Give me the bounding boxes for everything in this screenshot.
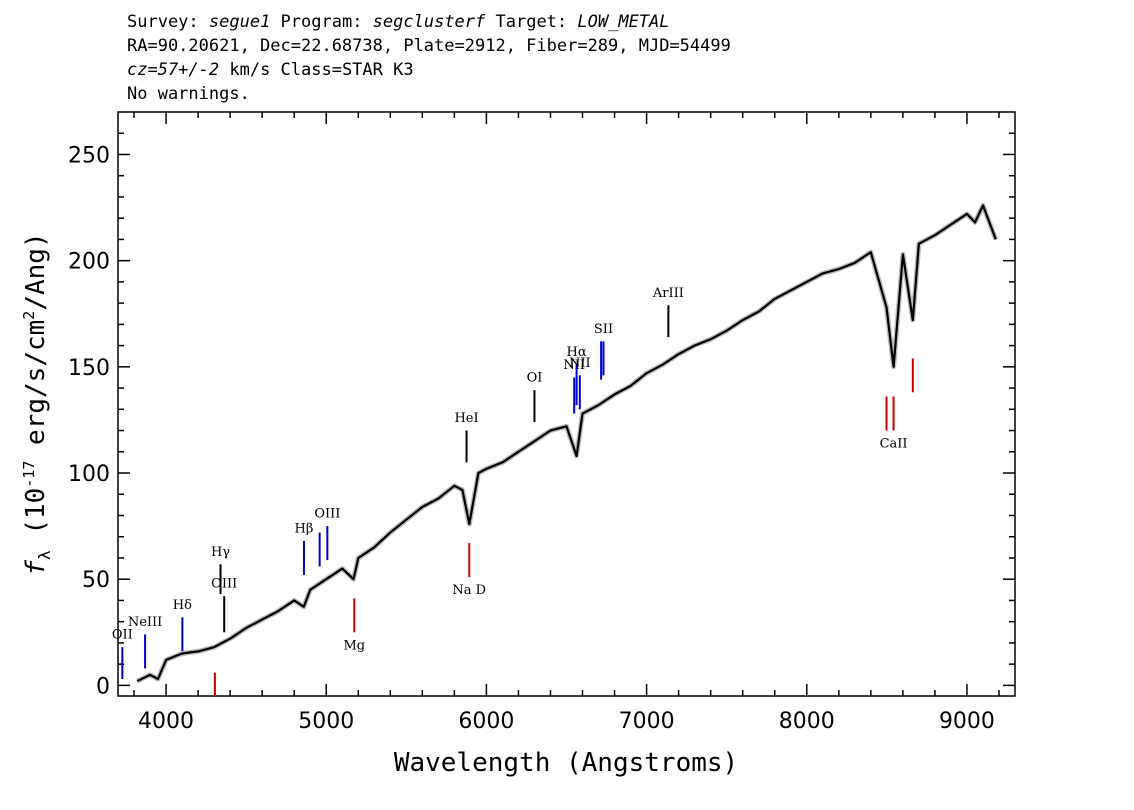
line-marker-label: Hγ [211,545,230,560]
x-axis-title: Wavelength (Angstroms) [394,748,738,778]
line-marker-label: ArIII [652,286,684,301]
line-marker-label: Na D [452,583,486,598]
line-marker-label: NeIII [128,615,162,630]
y-tick-label: 150 [68,356,110,381]
line-marker-label: Hα [567,345,587,360]
program-value: segclusterf [372,12,486,32]
x-tick-label: 4000 [138,709,194,734]
y-tick-label: 100 [68,462,110,487]
header-line-2: RA=90.20621, Dec=22.68738, Plate=2912, F… [127,36,731,56]
line-marker-label: OII [112,628,133,643]
y-tick-label: 50 [82,568,110,593]
line-marker-label: SII [594,322,613,337]
y-tick-label: 200 [68,250,110,275]
header-line-1: Survey: segue1 Program: segclusterf Targ… [127,10,731,34]
x-tick-label: 9000 [939,709,995,734]
line-marker-label: Hβ [295,521,314,536]
line-marker-label: NII [569,356,591,371]
line-marker-label: NII [563,358,585,373]
line-marker-label: HeI [454,411,478,426]
target-value: LOW_METAL [577,12,670,32]
redshift-value: cz=57+/-2 [127,60,220,80]
tick-labels: 4000 5000 6000 7000 8000 9000 0 50 100 150 200 250 [68,143,995,734]
svg-text:fλ (10-17 erg/s/cm2/Ang): fλ (10-17 erg/s/cm2/Ang) [20,232,54,575]
header-line-3: cz=57+/-2 km/s Class=STAR K3 [127,58,731,82]
y-tick-label: 250 [68,143,110,168]
plot-frame [117,111,1016,697]
spectrum-line [136,204,997,683]
survey-value: segue1 [208,12,271,32]
y-axis-title: fλ (10-17 erg/s/cm2/Ang) [20,232,54,575]
x-tick-label: 6000 [458,709,514,734]
header-line-4: No warnings. [127,84,250,104]
target-label: Target: [485,12,578,32]
axis-ticks [118,112,1015,696]
survey-label: Survey: [127,12,209,32]
program-label: Program: [270,12,373,32]
line-marker-label: OIII [211,577,237,592]
class-value: km/s Class=STAR K3 [219,60,414,80]
x-tick-label: 8000 [779,709,835,734]
spectrum-header: Survey: segue1 Program: segclusterf Targ… [127,10,731,106]
line-marker-label: CaII [880,437,908,452]
x-tick-label: 5000 [298,709,354,734]
line-marker-label: Hδ [173,598,192,613]
y-axis-symbol-sub: λ [35,550,54,560]
spectrum-error-band [136,202,999,684]
x-tick-label: 7000 [619,709,675,734]
line-marker-label: OIII [314,507,340,522]
y-tick-label: 0 [96,674,110,699]
series-layer [136,202,999,684]
y-axis-symbol: f [21,560,51,576]
line-marker-label: Mg [343,638,365,653]
line-marker-label: OI [527,371,543,386]
